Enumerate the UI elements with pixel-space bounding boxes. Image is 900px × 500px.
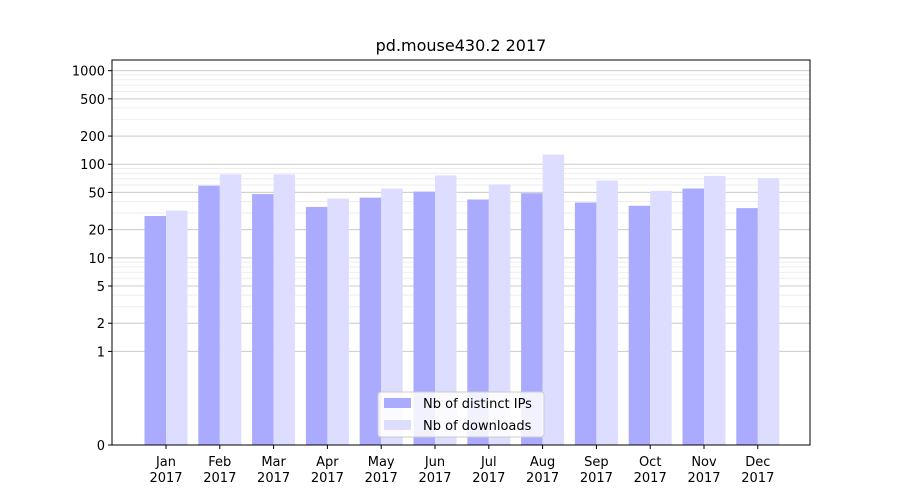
legend-label-ips: Nb of distinct IPs — [423, 397, 532, 412]
bar-distinct-ips — [521, 193, 543, 445]
bar-distinct-ips — [144, 215, 166, 445]
bar-distinct-ips — [574, 202, 597, 445]
x-tick-label: Jun 2017 — [418, 455, 451, 486]
bar-distinct-ips — [682, 188, 704, 445]
y-tick-label: 20 — [88, 224, 105, 239]
bar-distinct-ips — [413, 191, 435, 445]
chart-title: pd.mouse430.2 2017 — [376, 36, 547, 55]
y-axis: 0 1 2 5 10 20 50 100 200 500 1000 — [72, 65, 112, 454]
y-tick-label: 200 — [80, 130, 105, 145]
bar-downloads — [757, 178, 780, 445]
bar-downloads — [381, 188, 403, 445]
y-tick-label: 0 — [97, 439, 105, 454]
x-tick-label: Jan 2017 — [149, 455, 182, 486]
bar-downloads — [166, 210, 188, 445]
bar-distinct-ips — [467, 199, 489, 445]
bar-downloads — [219, 174, 242, 445]
x-tick-label: May 2017 — [365, 455, 398, 486]
x-tick-label: Apr 2017 — [311, 455, 344, 486]
bar-downloads — [273, 174, 296, 445]
y-tick-label: 100 — [80, 158, 105, 173]
y-tick-label: 1 — [97, 345, 105, 360]
y-tick-label: 50 — [88, 186, 105, 201]
bar-downloads — [650, 190, 672, 445]
y-tick-label: 2 — [97, 317, 105, 332]
legend-swatch-downloads — [384, 420, 411, 430]
legend: Nb of distinct IPs Nb of downloads — [377, 391, 545, 438]
bar-distinct-ips — [628, 205, 651, 445]
bar-distinct-ips — [252, 194, 274, 445]
x-tick-label: Nov 2017 — [687, 455, 720, 486]
bar-downloads — [488, 184, 511, 445]
x-tick-label: Jul 2017 — [472, 455, 505, 486]
y-tick-label: 10 — [88, 252, 105, 267]
y-tick-label: 5 — [97, 280, 105, 295]
bar-distinct-ips — [305, 206, 328, 445]
x-tick-label: Sep 2017 — [580, 455, 613, 486]
x-tick-label: Dec 2017 — [741, 455, 774, 486]
bar-distinct-ips — [736, 208, 758, 445]
legend-swatch-ips — [384, 398, 411, 408]
x-tick-label: Feb 2017 — [203, 455, 236, 486]
y-tick-label: 500 — [80, 93, 105, 108]
y-tick-label: 1000 — [72, 65, 105, 80]
bar-distinct-ips — [359, 197, 382, 445]
bars — [144, 154, 780, 446]
bar-downloads — [542, 154, 565, 445]
plot-frame — [111, 59, 811, 446]
bar-downloads — [327, 198, 349, 445]
legend-label-downloads: Nb of downloads — [423, 419, 532, 434]
x-tick-label: Aug 2017 — [526, 455, 559, 486]
legend-box — [377, 391, 545, 438]
x-tick-label: Oct 2017 — [634, 455, 667, 486]
bar-downloads — [435, 175, 457, 445]
bar-downloads — [704, 175, 726, 445]
x-axis: Jan 2017 Feb 2017 Mar 2017 Apr 2017 May 2017 Jun 20… — [149, 445, 774, 486]
bar-distinct-ips — [198, 185, 220, 446]
x-tick-label: Mar 2017 — [257, 455, 290, 486]
bar-downloads — [596, 180, 618, 446]
